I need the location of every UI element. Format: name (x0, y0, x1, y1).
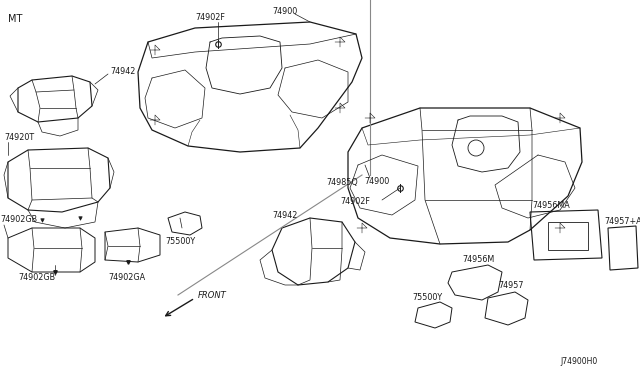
Text: 74900: 74900 (364, 177, 389, 186)
Text: 74956MA: 74956MA (532, 202, 570, 211)
Text: MT: MT (8, 14, 22, 24)
Text: 74902F: 74902F (195, 13, 225, 22)
Text: 74956M: 74956M (462, 256, 494, 264)
Text: 74900: 74900 (272, 7, 297, 16)
Text: 74942: 74942 (272, 211, 298, 219)
Text: 74957: 74957 (498, 282, 524, 291)
Text: FRONT: FRONT (198, 292, 227, 301)
Text: 74902GB: 74902GB (0, 215, 37, 224)
Text: 75500Y: 75500Y (165, 237, 195, 247)
Text: 74942: 74942 (110, 67, 136, 77)
Text: J74900H0: J74900H0 (560, 357, 597, 366)
Text: 74902GA: 74902GA (108, 273, 145, 282)
Text: 74920T: 74920T (4, 134, 34, 142)
Text: 74902F: 74902F (340, 198, 370, 206)
Text: 75500Y: 75500Y (412, 294, 442, 302)
Text: 74985Q: 74985Q (326, 177, 358, 186)
Text: 74957+A: 74957+A (604, 218, 640, 227)
Text: 74902GB: 74902GB (18, 273, 55, 282)
